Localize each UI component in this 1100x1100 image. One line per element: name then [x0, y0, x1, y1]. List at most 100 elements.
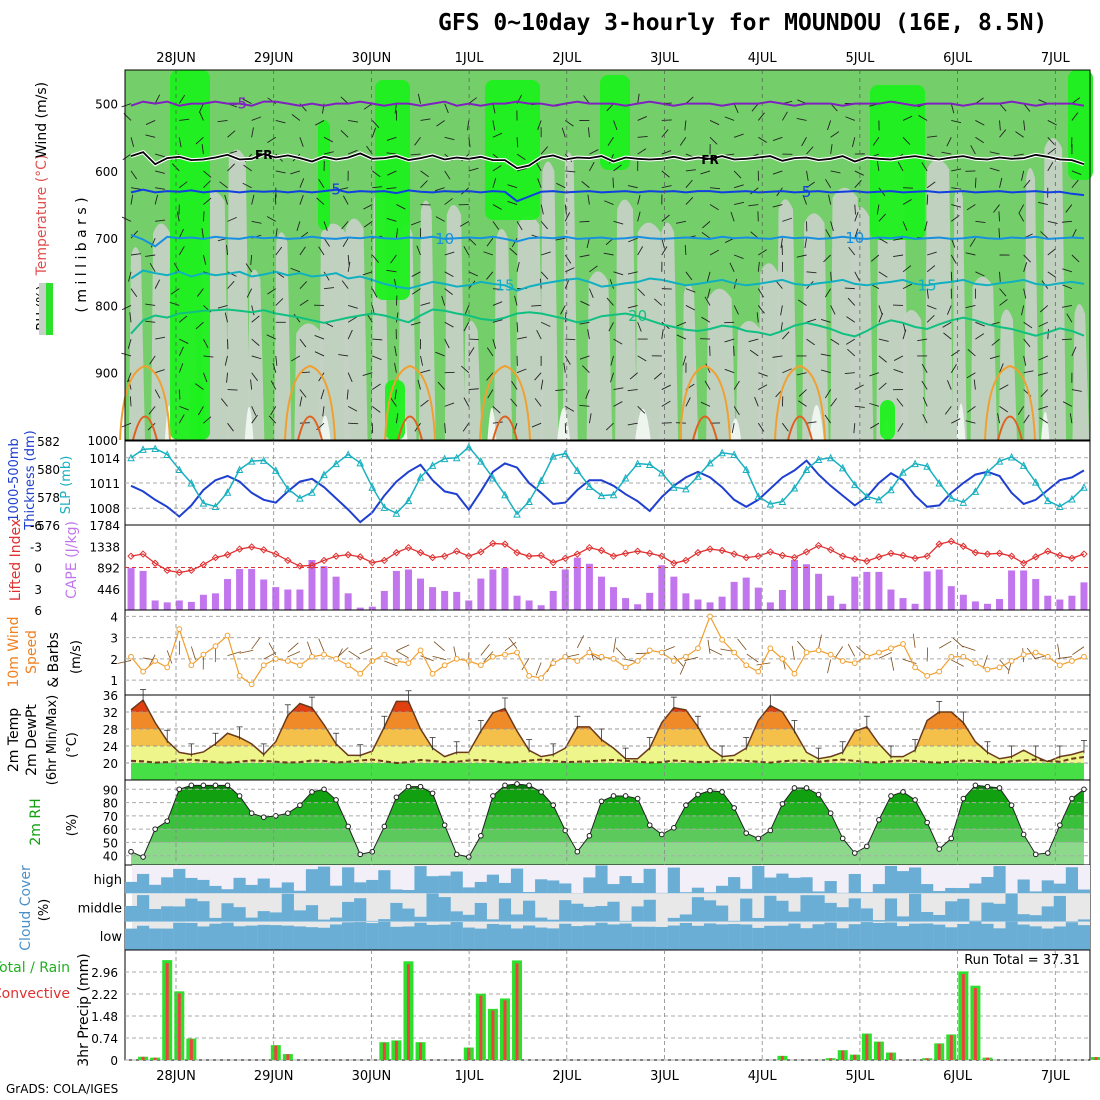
rh-tick-label: 40	[103, 850, 118, 864]
wind-barb	[540, 204, 544, 215]
wind-barb	[178, 389, 181, 400]
rh-marker	[514, 781, 520, 787]
cloud-cover-bar	[715, 905, 729, 922]
wind-speed-marker	[670, 658, 677, 664]
cloud-cover-bar	[342, 901, 355, 922]
warm-contour	[132, 415, 158, 441]
cape-bar	[1080, 582, 1088, 610]
wind-barb	[464, 305, 470, 315]
cape-bar	[803, 564, 811, 610]
cloud-cover-bar	[619, 920, 632, 922]
cloud-cover-bar	[559, 900, 572, 922]
wind-barb	[973, 379, 976, 390]
rh-marker	[224, 782, 231, 789]
cloud-cover-bar	[329, 924, 343, 950]
wind-barb	[145, 120, 156, 125]
wind-speed-marker	[152, 658, 159, 664]
wind-barb	[922, 397, 928, 407]
cloud-cover-bar	[522, 925, 536, 950]
wind-barb	[582, 365, 590, 374]
wind-speed-marker	[695, 645, 701, 652]
cloud-cover-bar	[933, 914, 946, 922]
rh-marker	[598, 798, 605, 805]
top-date-label: 6JUL	[943, 51, 973, 66]
cape-bar	[573, 557, 581, 610]
wind-barb	[219, 181, 228, 189]
slp-marker	[501, 490, 509, 499]
li-marker	[284, 556, 292, 565]
rh-dry-region	[802, 213, 829, 440]
rh-moist-region	[600, 75, 630, 170]
rh-marker	[309, 789, 315, 795]
wind-speed-marker	[827, 651, 834, 658]
wind-barb	[967, 406, 976, 413]
rh-dry-region	[1072, 304, 1090, 440]
wind-barb	[951, 204, 962, 208]
wind-barb	[394, 103, 397, 114]
wind-speed-marker	[1044, 653, 1051, 660]
wind-barb	[612, 177, 614, 188]
rh-dry-region	[706, 288, 736, 440]
wind-barb	[511, 237, 518, 248]
precip-convective-bar	[949, 1035, 953, 1060]
cloud-cover-bar	[402, 908, 415, 922]
cape-bar	[887, 589, 895, 610]
wind-barb	[444, 103, 449, 114]
rh-marker	[200, 782, 207, 789]
wind-barb	[824, 389, 832, 399]
cape-tick-label: 1784	[89, 519, 120, 533]
wind-barb	[589, 161, 595, 172]
wind-barb	[806, 170, 809, 181]
wind-barb-10m	[384, 660, 398, 667]
rh-tick-label: 60	[103, 823, 118, 837]
wind-barb	[999, 271, 1001, 282]
wind-barb	[203, 338, 209, 349]
rh-marker	[912, 797, 918, 803]
wind-barb	[390, 254, 397, 264]
cloud-cover-bar	[161, 928, 174, 950]
cape-bar	[489, 569, 497, 610]
cape-bar	[151, 600, 159, 610]
wind-barb	[178, 315, 188, 323]
wind-barb-10m	[576, 635, 585, 649]
wind-speed-marker	[526, 672, 532, 679]
rh-marker	[248, 810, 255, 817]
wind-barb	[757, 288, 764, 298]
cloud-cover-bar	[547, 919, 560, 922]
wind-barb	[420, 399, 429, 407]
rh-marker	[1020, 831, 1027, 838]
cloud-cover-bar	[908, 893, 922, 922]
wind-barb	[772, 355, 783, 358]
wind-barb	[825, 229, 832, 239]
wind-barb	[583, 95, 590, 104]
wind-barb	[782, 111, 788, 121]
wind-barb	[145, 134, 156, 138]
wind-barb	[806, 181, 815, 189]
wind-barb	[806, 271, 817, 274]
wind-barb-10m	[746, 653, 759, 663]
wind-barb	[1069, 413, 1073, 424]
rh-marker	[683, 802, 689, 809]
cape-bar	[983, 603, 991, 610]
cape-bar	[585, 563, 593, 610]
wind-barb	[757, 261, 760, 272]
precip-convective-bar	[877, 1042, 881, 1060]
precip-convective-bar	[841, 1050, 845, 1060]
wind-barb	[414, 137, 421, 146]
wind-barb	[435, 216, 445, 222]
isotherm-line	[130, 188, 1085, 203]
li-marker	[899, 551, 907, 560]
wind-barb	[148, 406, 156, 415]
cape-bar	[477, 578, 485, 610]
cape-bar	[272, 587, 280, 610]
cloud-cover-bar	[860, 922, 873, 950]
wind-barb	[926, 181, 936, 189]
cape-bar	[296, 589, 304, 610]
cloud-cover-bar	[317, 919, 331, 922]
precip-convective-bar	[515, 963, 519, 1060]
wind-barb	[536, 329, 542, 340]
wind-speed-marker	[477, 662, 484, 669]
wind-barb	[227, 130, 236, 138]
wind-barb	[511, 380, 518, 390]
